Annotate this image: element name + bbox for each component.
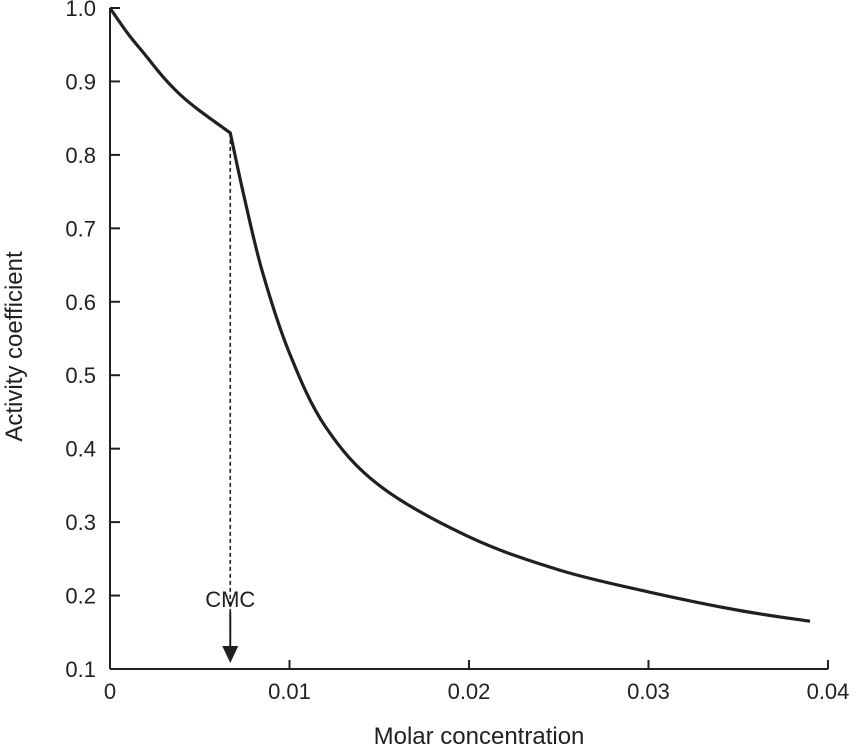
y-tick-label: 1.0 xyxy=(65,0,96,21)
y-tick-label: 0.4 xyxy=(65,437,96,462)
x-tick-label: 0 xyxy=(104,679,116,704)
x-tick-label: 0.04 xyxy=(807,679,850,704)
y-tick-label: 0.8 xyxy=(65,143,96,168)
y-tick-label: 0.3 xyxy=(65,510,96,535)
y-tick-label: 0.1 xyxy=(65,657,96,682)
y-tick-label: 0.9 xyxy=(65,69,96,94)
series-group xyxy=(108,7,811,623)
series-line xyxy=(108,7,811,623)
x-tick-label: 0.03 xyxy=(627,679,670,704)
y-tick-label: 0.5 xyxy=(65,363,96,388)
annotations: CMC xyxy=(205,132,255,663)
cmc-arrow-head-icon xyxy=(222,646,239,663)
y-ticks: 0.1 0.2 0.3 0.4 0.5 0.6 0.7 0.8 0.9 1.0 xyxy=(65,0,120,682)
x-tick-label: 0.02 xyxy=(448,679,491,704)
y-tick-label: 0.2 xyxy=(65,584,96,609)
x-axis-title: Molar concentration xyxy=(374,723,585,750)
x-ticks: 0 0.01 0.02 0.03 0.04 xyxy=(104,660,850,704)
y-tick-label: 0.6 xyxy=(65,290,96,315)
axes xyxy=(109,8,828,670)
x-tick-label: 0.01 xyxy=(268,679,311,704)
y-tick-label: 0.7 xyxy=(65,216,96,241)
y-axis-title: Activity coefficient xyxy=(1,251,28,442)
cmc-label: CMC xyxy=(205,587,255,612)
